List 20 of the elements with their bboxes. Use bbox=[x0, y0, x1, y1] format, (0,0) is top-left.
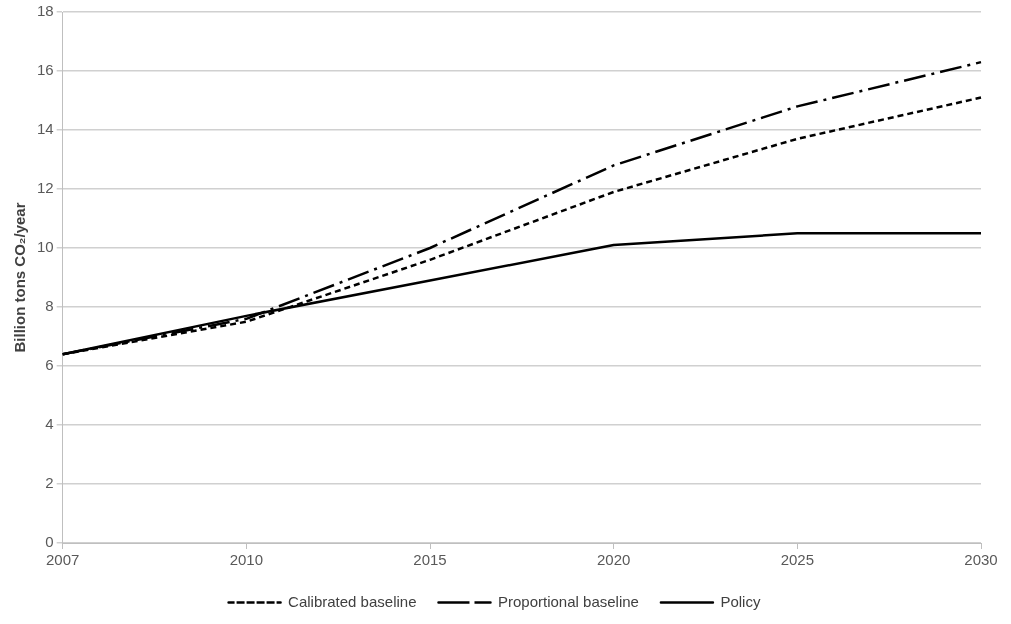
y-tick-label: 4 bbox=[45, 415, 54, 433]
legend-label: Policy bbox=[720, 592, 761, 610]
y-axis-title: Billion tons CO₂/year bbox=[11, 202, 29, 353]
y-tick-label: 8 bbox=[45, 297, 54, 315]
x-tick-label: 2007 bbox=[46, 551, 80, 569]
x-tick-label: 2030 bbox=[964, 551, 998, 569]
x-tick-label: 2025 bbox=[780, 551, 815, 569]
legend-label: Calibrated baseline bbox=[288, 592, 417, 610]
legend-label: Proportional baseline bbox=[497, 592, 639, 610]
y-tick-label: 12 bbox=[37, 179, 54, 197]
y-tick-label: 18 bbox=[37, 2, 54, 20]
x-tick-label: 2015 bbox=[413, 551, 447, 569]
y-tick-label: 0 bbox=[45, 533, 54, 551]
y-tick-label: 2 bbox=[45, 474, 54, 492]
y-tick-label: 16 bbox=[37, 61, 54, 79]
y-tick-label: 10 bbox=[37, 238, 54, 256]
x-tick-label: 2020 bbox=[596, 551, 631, 569]
y-tick-label: 14 bbox=[37, 120, 54, 138]
x-tick-label: 2010 bbox=[229, 551, 264, 569]
y-tick-label: 6 bbox=[45, 356, 54, 374]
